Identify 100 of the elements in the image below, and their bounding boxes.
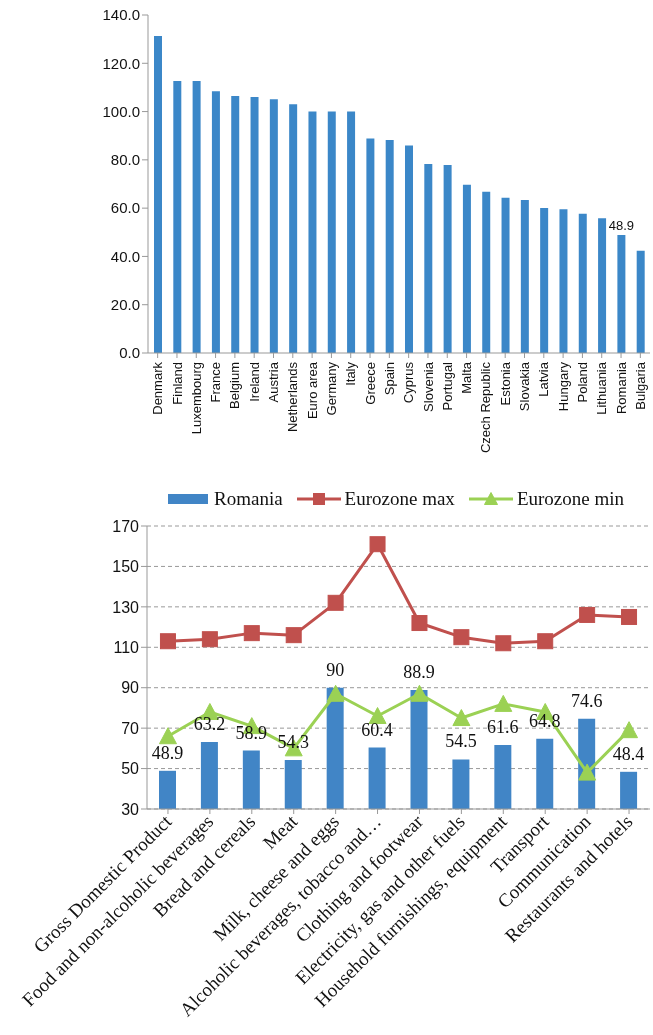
x-tick-label: Slovenia bbox=[420, 361, 436, 412]
x-tick-label: Italy bbox=[343, 361, 359, 386]
bar bbox=[192, 80, 201, 353]
x-tick-label: Portugal bbox=[439, 361, 455, 411]
x-tick-label: Ireland bbox=[246, 362, 262, 402]
point bbox=[201, 631, 218, 648]
y-tick-label: 110 bbox=[113, 638, 140, 656]
data-label: 60.4 bbox=[361, 719, 393, 740]
bar bbox=[501, 197, 510, 353]
point bbox=[327, 594, 344, 611]
y-tick-label: 0.0 bbox=[119, 344, 140, 362]
y-tick-label: 90 bbox=[121, 679, 140, 697]
x-tick-label: Austria bbox=[266, 361, 282, 403]
data-label: 48.9 bbox=[608, 217, 635, 233]
bar bbox=[327, 111, 336, 353]
x-tick-label: Estonia bbox=[497, 361, 513, 406]
bar bbox=[308, 111, 317, 353]
y-tick-label: 140.0 bbox=[102, 6, 140, 24]
point bbox=[452, 709, 471, 727]
legend-label: Eurozone min bbox=[516, 488, 624, 510]
x-tick-label: Finland bbox=[169, 362, 185, 405]
x-tick-label: Hungary bbox=[555, 361, 571, 412]
x-tick-label: Luxembourg bbox=[188, 362, 204, 435]
bar bbox=[405, 145, 413, 353]
bar bbox=[154, 36, 162, 353]
bar bbox=[578, 213, 587, 353]
bar bbox=[347, 111, 356, 353]
point bbox=[410, 684, 429, 702]
point bbox=[495, 635, 512, 652]
bar bbox=[424, 163, 433, 353]
bar bbox=[482, 191, 491, 353]
x-tick-label: Euro area bbox=[304, 361, 320, 420]
data-label: 48.9 bbox=[151, 742, 184, 763]
bar bbox=[289, 104, 298, 353]
data-label: 48.4 bbox=[612, 743, 645, 764]
legend-label: Romania bbox=[214, 488, 283, 510]
y-tick-label: 130 bbox=[112, 598, 140, 616]
bar bbox=[366, 138, 375, 353]
data-label: 61.6 bbox=[487, 717, 519, 738]
y-tick-label: 40.0 bbox=[110, 247, 140, 265]
point bbox=[369, 536, 386, 553]
y-tick-label: 150 bbox=[112, 558, 140, 576]
data-label: 90 bbox=[326, 659, 345, 680]
bar bbox=[598, 218, 607, 353]
x-tick-label: Romania bbox=[613, 361, 629, 415]
y-tick-label: 100.0 bbox=[102, 102, 140, 120]
data-label: 74.6 bbox=[570, 690, 603, 711]
x-tick-label: Czech Republic bbox=[478, 361, 494, 454]
x-tick-label: Spain bbox=[381, 362, 397, 396]
x-tick-label: Netherlands bbox=[285, 361, 301, 433]
x-tick-label: Germany bbox=[323, 361, 339, 416]
x-tick-label: Lithuania bbox=[594, 361, 610, 415]
y-tick-label: 60.0 bbox=[110, 199, 140, 217]
legend-label: Eurozone max bbox=[344, 488, 455, 510]
y-tick-label: 120.0 bbox=[102, 54, 140, 72]
point bbox=[326, 684, 345, 702]
point bbox=[453, 629, 470, 646]
x-tick-label: Slovakia bbox=[517, 361, 533, 412]
point bbox=[494, 694, 513, 712]
bar bbox=[250, 97, 259, 353]
bar bbox=[636, 250, 645, 353]
point bbox=[243, 625, 260, 642]
x-tick-label: Poland bbox=[574, 362, 590, 403]
point bbox=[285, 627, 302, 644]
y-tick-label: 170 bbox=[112, 517, 140, 535]
point bbox=[158, 727, 177, 745]
y-tick-label: 80.0 bbox=[110, 151, 140, 169]
point bbox=[621, 608, 638, 625]
point bbox=[578, 763, 597, 781]
point bbox=[579, 606, 596, 623]
bar bbox=[443, 164, 452, 353]
bar bbox=[617, 234, 626, 353]
point bbox=[537, 633, 554, 650]
x-tick-label: Latvia bbox=[536, 361, 552, 397]
bar bbox=[269, 99, 278, 353]
bar bbox=[559, 209, 568, 353]
data-label: 54.5 bbox=[445, 731, 477, 752]
bar bbox=[173, 80, 182, 353]
bar bbox=[540, 207, 549, 353]
bar bbox=[520, 199, 529, 353]
x-tick-label: Malta bbox=[459, 361, 475, 394]
bar bbox=[462, 184, 471, 353]
point bbox=[159, 633, 176, 650]
data-label: 88.9 bbox=[403, 661, 435, 682]
data-label: 63.2 bbox=[193, 713, 226, 734]
x-tick-label: France bbox=[208, 362, 224, 403]
x-tick-label: Belgium bbox=[227, 362, 243, 409]
y-tick-label: 20.0 bbox=[110, 296, 140, 314]
point bbox=[620, 721, 639, 739]
y-tick-label: 50 bbox=[121, 760, 140, 778]
point bbox=[411, 615, 428, 632]
y-tick-label: 30 bbox=[121, 800, 140, 818]
x-tick-label: Bulgaria bbox=[632, 361, 648, 410]
bar bbox=[231, 95, 240, 353]
y-tick-label: 70 bbox=[121, 719, 140, 737]
x-tick-label: Greece bbox=[362, 362, 378, 405]
bar bbox=[385, 140, 394, 353]
x-tick-label: Cyprus bbox=[401, 361, 417, 404]
bar bbox=[211, 91, 220, 353]
x-tick-label: Denmark bbox=[150, 361, 166, 415]
